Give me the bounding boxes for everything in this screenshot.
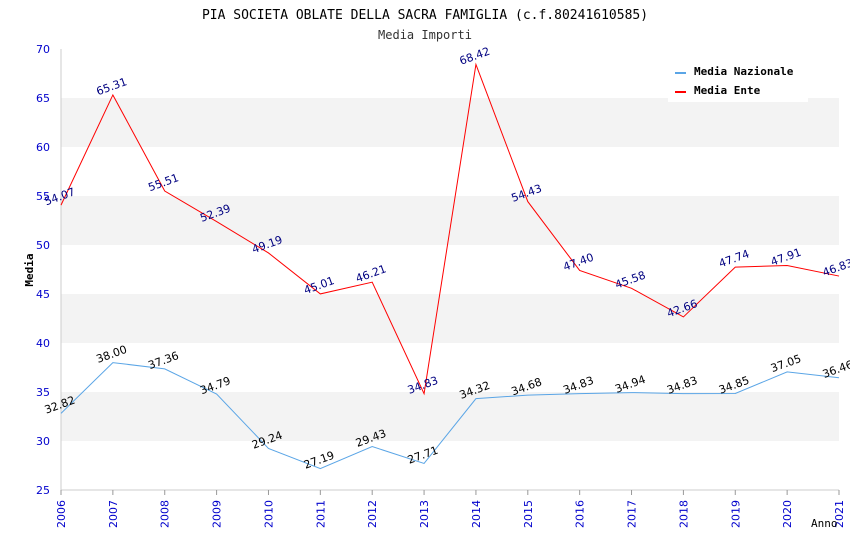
x-axis-label: Anno (811, 517, 838, 530)
y-tick-label: 25 (36, 484, 50, 497)
grid-band (61, 294, 839, 343)
legend: Media Nazionale Media Ente (668, 58, 808, 102)
grid-band (61, 441, 839, 490)
y-tick-label: 45 (36, 288, 50, 301)
y-axis-label: Media (23, 253, 36, 286)
legend-label-media-nazionale: Media Nazionale (694, 65, 794, 78)
series-lines (60, 62, 840, 470)
legend-label-media-ente: Media Ente (694, 84, 761, 97)
x-axis-ticks: 2006 2007 2008 2009 2010 2011 2012 2013 2014 2015… (55, 490, 846, 528)
x-tick-label: 2021 (833, 500, 846, 528)
x-tick-label: 2014 (470, 500, 483, 528)
x-tick-label: 2019 (729, 500, 742, 528)
grid-band (61, 147, 839, 196)
x-tick-label: 2008 (159, 500, 172, 528)
grid-bands (61, 49, 839, 490)
x-tick-label: 2015 (522, 500, 535, 528)
x-tick-label: 2012 (366, 500, 379, 528)
chart-title: PIA SOCIETA OBLATE DELLA SACRA FAMIGLIA … (202, 8, 648, 23)
x-tick-label: 2011 (314, 500, 327, 528)
axes (60, 49, 839, 491)
y-tick-label: 70 (36, 43, 50, 56)
grid-band (61, 392, 839, 441)
x-tick-label: 2013 (418, 500, 431, 528)
x-tick-label: 2010 (262, 500, 275, 528)
legend-box (668, 58, 808, 102)
x-tick-label: 2016 (574, 500, 587, 528)
x-tick-label: 2007 (107, 500, 120, 528)
grid-band (61, 98, 839, 147)
x-tick-label: 2017 (626, 500, 639, 528)
grid-band (61, 196, 839, 245)
y-tick-label: 60 (36, 141, 50, 154)
y-tick-label: 30 (36, 435, 50, 448)
chart-subtitle: Media Importi (378, 28, 472, 42)
x-tick-label: 2006 (55, 500, 68, 528)
x-tick-label: 2018 (677, 500, 690, 528)
y-axis-ticks: 25 30 35 40 45 50 55 60 65 70 (36, 43, 50, 497)
x-tick-label: 2020 (781, 500, 794, 528)
series-line-media-ente (60, 62, 840, 396)
grid-band (61, 245, 839, 294)
y-tick-label: 50 (36, 239, 50, 252)
y-tick-label: 35 (36, 386, 50, 399)
grid-band (61, 343, 839, 392)
y-tick-label: 40 (36, 337, 50, 350)
y-tick-label: 65 (36, 92, 50, 105)
x-tick-label: 2009 (211, 500, 224, 528)
series-line-media-nazionale (60, 362, 840, 470)
y-tick-label: 55 (36, 190, 50, 203)
